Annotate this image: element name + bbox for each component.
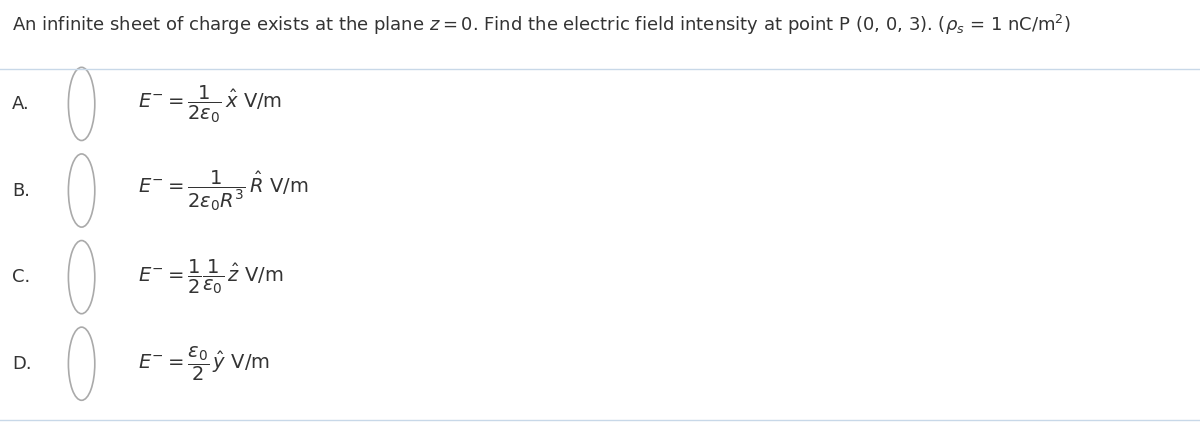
Text: D.: D.	[12, 355, 31, 373]
Text: $E^{-} = \dfrac{1}{2\varepsilon_0 R^3}\,\hat{R}$ V/m: $E^{-} = \dfrac{1}{2\varepsilon_0 R^3}\,…	[138, 168, 308, 213]
Text: B.: B.	[12, 181, 30, 200]
Text: $E^{-} = \dfrac{1}{2\varepsilon_0}\,\hat{x}$ V/m: $E^{-} = \dfrac{1}{2\varepsilon_0}\,\hat…	[138, 83, 282, 125]
Text: $E^{-} = \dfrac{1}{2}\dfrac{1}{\varepsilon_0}\,\hat{z}$ V/m: $E^{-} = \dfrac{1}{2}\dfrac{1}{\varepsil…	[138, 258, 283, 296]
Text: A.: A.	[12, 95, 30, 113]
Text: An infinite sheet of charge exists at the plane $z = 0$. Find the electric field: An infinite sheet of charge exists at th…	[12, 13, 1070, 37]
Text: C.: C.	[12, 268, 30, 286]
Text: $E^{-} = \dfrac{\varepsilon_0}{2}\,\hat{y}$ V/m: $E^{-} = \dfrac{\varepsilon_0}{2}\,\hat{…	[138, 345, 270, 383]
